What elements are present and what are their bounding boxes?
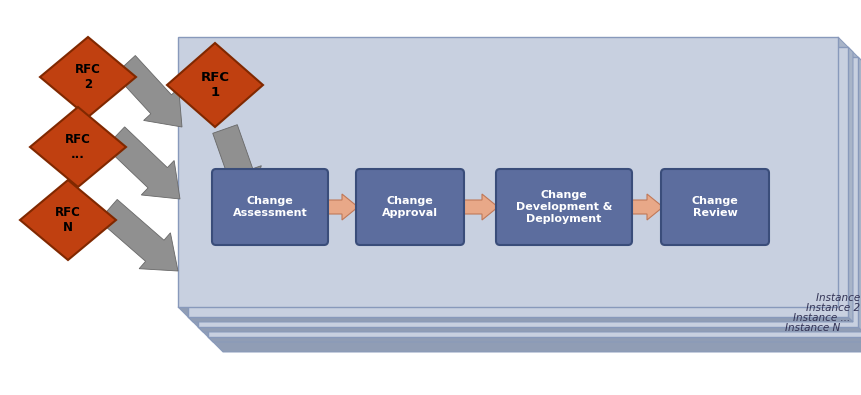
Polygon shape — [198, 327, 861, 342]
Text: Change
Development &
Deployment: Change Development & Deployment — [515, 190, 611, 224]
Polygon shape — [857, 57, 861, 342]
Polygon shape — [20, 180, 116, 260]
Text: Instance N: Instance N — [784, 323, 839, 333]
Polygon shape — [167, 43, 263, 127]
Text: Instance ...: Instance ... — [792, 313, 849, 323]
Text: Instance 2: Instance 2 — [805, 303, 859, 313]
FancyBboxPatch shape — [208, 67, 861, 337]
Polygon shape — [461, 194, 498, 220]
Polygon shape — [40, 37, 136, 117]
Polygon shape — [629, 194, 662, 220]
Polygon shape — [105, 127, 180, 199]
FancyBboxPatch shape — [198, 57, 857, 327]
Polygon shape — [213, 125, 261, 200]
FancyBboxPatch shape — [660, 169, 768, 245]
FancyBboxPatch shape — [356, 169, 463, 245]
Polygon shape — [30, 107, 126, 187]
Polygon shape — [208, 337, 861, 352]
Text: Change
Assessment: Change Assessment — [232, 196, 307, 218]
Text: Change
Review: Change Review — [691, 196, 738, 218]
Text: RFC
1: RFC 1 — [201, 71, 229, 99]
FancyBboxPatch shape — [212, 169, 328, 245]
Polygon shape — [188, 317, 861, 332]
Text: RFC
...: RFC ... — [65, 133, 90, 161]
FancyBboxPatch shape — [495, 169, 631, 245]
Text: Instance 1: Instance 1 — [815, 293, 861, 303]
FancyBboxPatch shape — [177, 37, 837, 307]
Polygon shape — [325, 194, 357, 220]
FancyBboxPatch shape — [188, 47, 847, 317]
Text: Change
Approval: Change Approval — [381, 196, 437, 218]
Polygon shape — [847, 47, 861, 332]
Polygon shape — [99, 199, 177, 271]
Text: RFC
2: RFC 2 — [75, 63, 101, 91]
Polygon shape — [177, 307, 852, 322]
Text: RFC
N: RFC N — [55, 206, 81, 234]
Polygon shape — [115, 56, 182, 127]
Polygon shape — [837, 37, 852, 322]
